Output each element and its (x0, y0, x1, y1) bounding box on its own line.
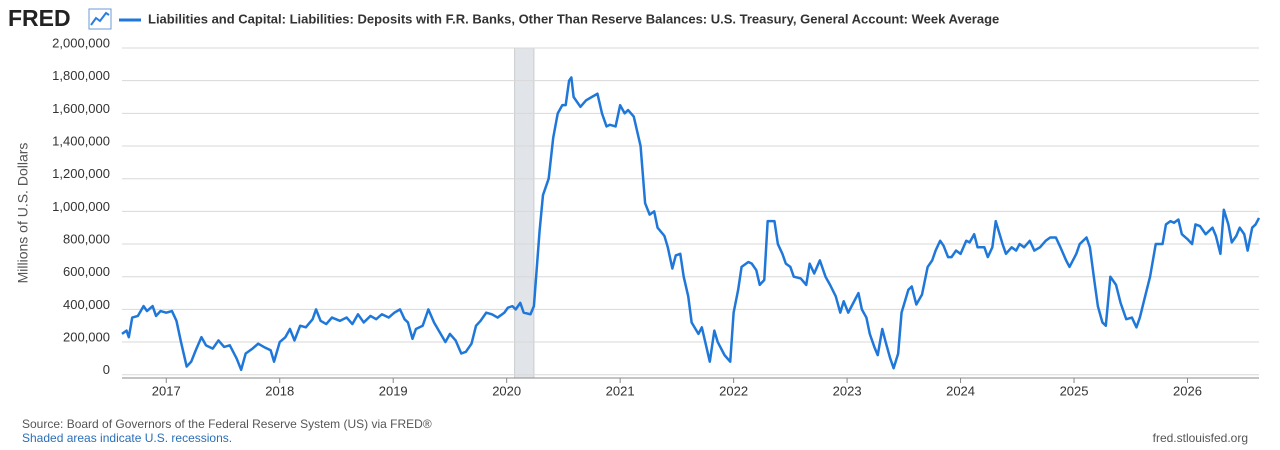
logo: FRED (8, 5, 71, 31)
plot-area (122, 48, 1259, 378)
x-tick-label: 2021 (606, 383, 635, 398)
x-tick-label: 2017 (152, 383, 181, 398)
y-tick-label: 400,000 (63, 297, 110, 312)
y-axis-label: Millions of U.S. Dollars (15, 143, 31, 284)
legend-label: Liabilities and Capital: Liabilities: De… (148, 11, 999, 26)
y-tick-label: 800,000 (63, 231, 110, 246)
y-tick-label: 1,000,000 (52, 199, 110, 214)
site: fred.stlouisfed.org (1153, 431, 1248, 445)
y-tick-label: 200,000 (63, 329, 110, 344)
x-tick-label: 2026 (1173, 383, 1202, 398)
x-tick-label: 2023 (833, 383, 862, 398)
recession-shade (514, 47, 535, 379)
y-tick-label: 2,000,000 (52, 35, 110, 50)
x-tick-label: 2019 (379, 383, 408, 398)
x-tick-label: 2024 (946, 383, 975, 398)
y-tick-label: 1,600,000 (52, 101, 110, 116)
x-tick-label: 2022 (719, 383, 748, 398)
x-tick-label: 2018 (265, 383, 294, 398)
data-line (121, 76, 1261, 372)
x-tick-label: 2020 (492, 383, 521, 398)
y-tick-label: 1,400,000 (52, 133, 110, 148)
y-tick-label: 1,800,000 (52, 68, 110, 83)
recession-note: Shaded areas indicate U.S. recessions. (22, 431, 232, 445)
logo-icon (88, 8, 112, 30)
x-tick-label: 2025 (1060, 383, 1089, 398)
y-tick-label: 1,200,000 (52, 166, 110, 181)
y-tick-label: 600,000 (63, 264, 110, 279)
y-tick-label: 0 (103, 362, 110, 377)
source: Source: Board of Governors of the Federa… (22, 417, 432, 431)
